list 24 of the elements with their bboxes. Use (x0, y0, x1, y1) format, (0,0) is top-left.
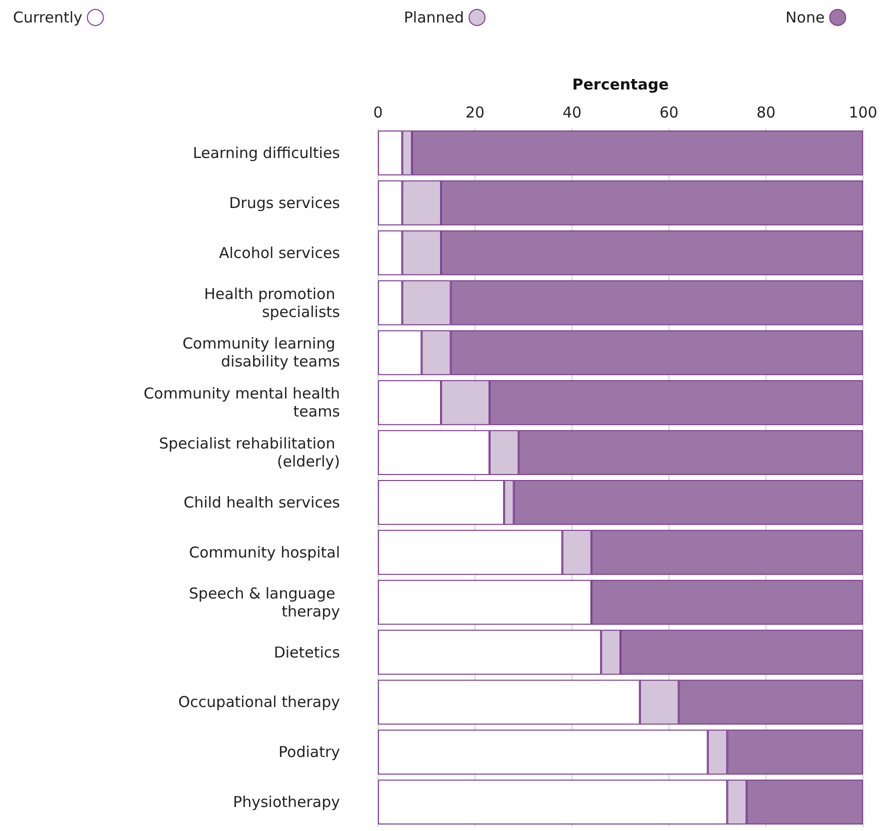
x-tick-label: 40 (562, 104, 582, 122)
x-tick-label: 80 (756, 104, 776, 122)
x-tick-label: 20 (465, 104, 485, 122)
legend-label: Currently (12, 8, 82, 26)
x-axis-title: Percentage (572, 76, 669, 94)
x-tick-label: 60 (659, 104, 679, 122)
y-tick-label: Drugs services (229, 194, 340, 212)
x-tick-label: 100 (848, 104, 878, 122)
y-tick-label: Community mental health teams (144, 384, 340, 421)
y-tick-label: Speech & language therapy (188, 584, 340, 620)
x-tick-label: 0 (373, 104, 383, 122)
y-tick-label: Physiotherapy (233, 793, 340, 812)
legend-label: Planned (404, 8, 464, 26)
y-tick-label: Dietetics (274, 643, 340, 662)
y-tick-label: Podiatry (278, 743, 340, 762)
legend-label: None (786, 8, 825, 26)
y-tick-label: Learning difficulties (192, 144, 340, 162)
y-tick-label: Alcohol services (218, 244, 340, 262)
y-tick-label: Community hospital (188, 543, 340, 562)
y-tick-label: Health promotion specialists (204, 284, 340, 321)
y-tick-label: Occupational therapy (178, 693, 340, 712)
y-tick-label: Community learning disability teams (182, 334, 340, 371)
y-tick-label: Child health services (184, 493, 340, 512)
y-tick-label: Specialist rehabilitation (elderly) (158, 434, 340, 471)
